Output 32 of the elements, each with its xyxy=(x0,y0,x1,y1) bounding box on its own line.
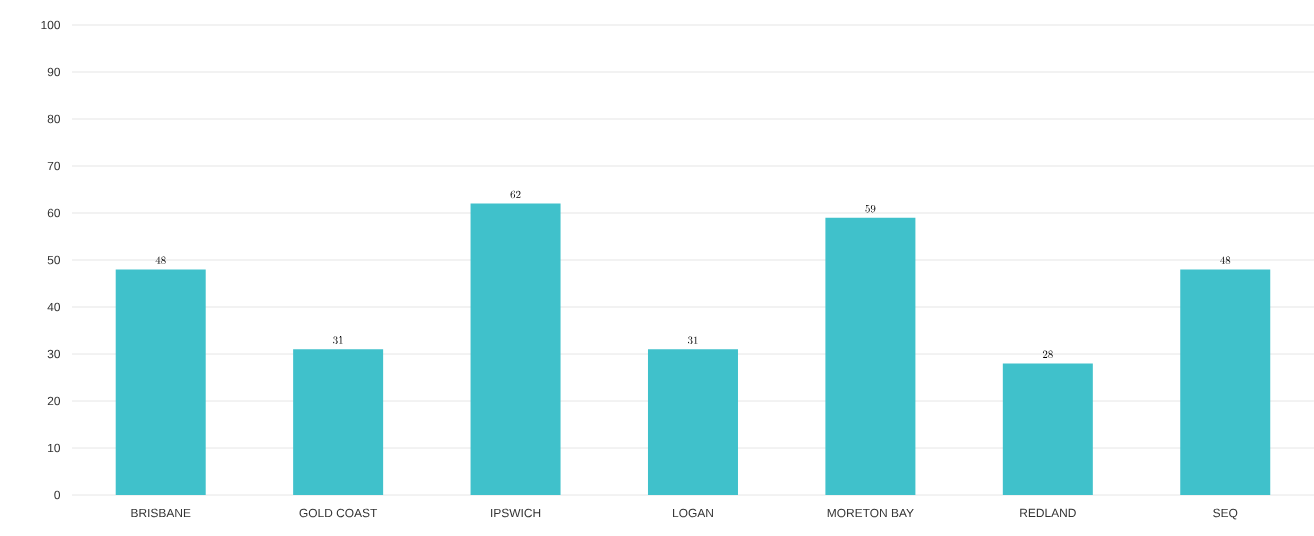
bar xyxy=(1180,269,1271,495)
x-tick-label: LOGAN xyxy=(673,508,713,518)
data-label: 48 xyxy=(1220,256,1231,265)
x-tick-label: REDLAND xyxy=(1020,508,1076,517)
data-label: 31 xyxy=(687,336,698,345)
bar xyxy=(647,349,738,495)
data-label: 59 xyxy=(865,204,876,213)
y-tick-label: 50 xyxy=(47,255,61,265)
y-tick-label: 80 xyxy=(47,114,61,124)
data-label: 48 xyxy=(155,256,166,265)
data-label: 62 xyxy=(510,190,521,199)
bar xyxy=(115,269,206,495)
x-tick-label: IPSWICH xyxy=(491,508,541,518)
bar xyxy=(1002,363,1093,495)
y-tick-label: 30 xyxy=(47,349,61,359)
data-label: 31 xyxy=(333,336,343,345)
y-tick-label: 40 xyxy=(47,302,61,312)
y-tick-label: 70 xyxy=(47,161,61,171)
bar xyxy=(825,217,916,495)
y-tick-label: 100 xyxy=(41,20,61,30)
x-tick-label: GOLD COAST xyxy=(299,508,378,518)
y-tick-label: 20 xyxy=(47,396,61,406)
x-tick-label: MORETON BAY xyxy=(827,508,914,518)
y-tick-label: 10 xyxy=(48,443,61,453)
y-tick-label: 60 xyxy=(47,208,61,218)
y-tick-label: 90 xyxy=(47,67,61,77)
bar xyxy=(470,203,561,495)
bar xyxy=(293,349,384,495)
x-tick-label: SEQ xyxy=(1213,508,1238,520)
y-tick-label: 0 xyxy=(54,490,61,500)
data-label: 28 xyxy=(1042,350,1053,359)
x-tick-label: BRISBANE xyxy=(131,508,191,518)
